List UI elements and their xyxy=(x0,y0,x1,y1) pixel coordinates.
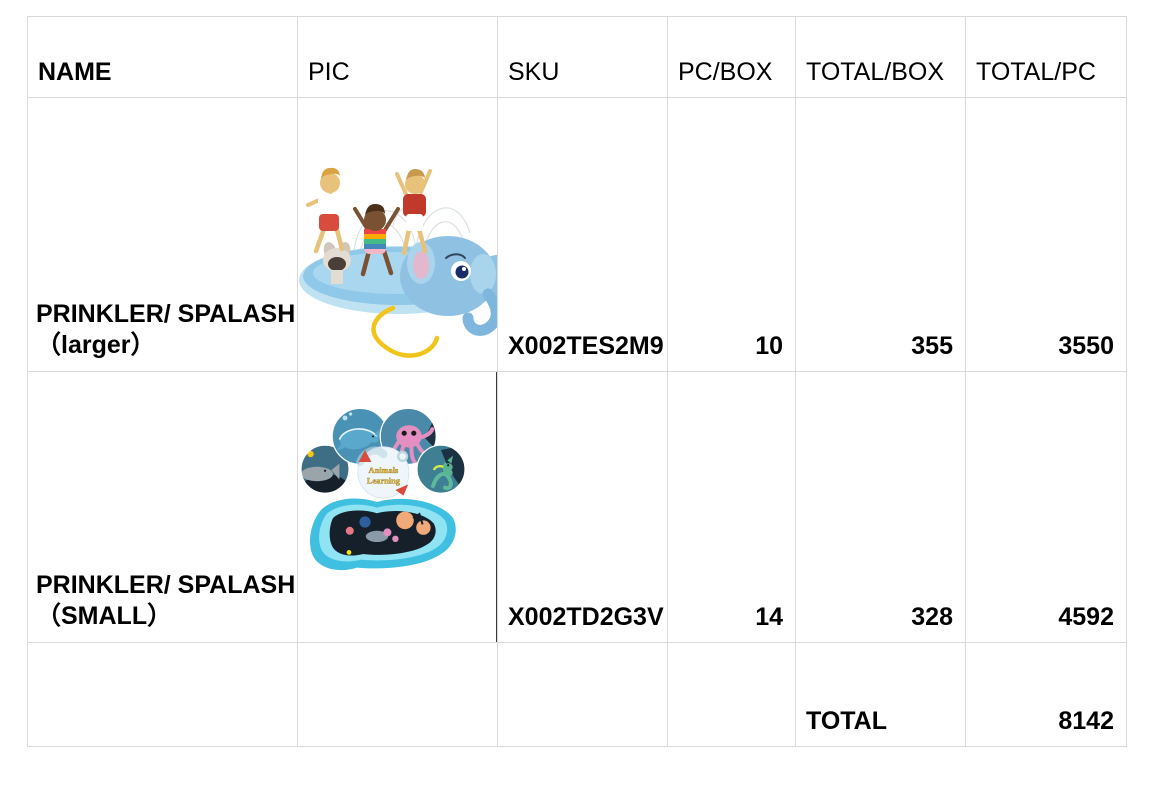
svg-text:Animals: Animals xyxy=(368,466,399,475)
svg-text:Learning: Learning xyxy=(367,477,401,486)
